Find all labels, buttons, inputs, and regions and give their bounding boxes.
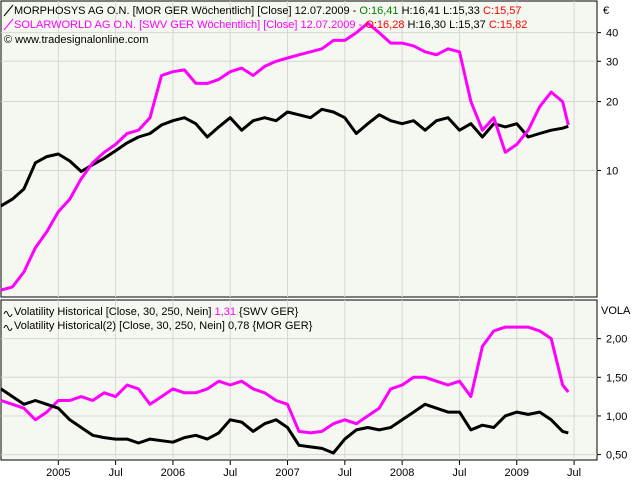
legend-vola-swv-suffix: {SWV GER} bbox=[236, 306, 299, 318]
x-tick-label: Jul bbox=[567, 467, 581, 479]
volatility-y-tick-label: 2,00 bbox=[606, 334, 627, 346]
volatility-y-axis: 2,00 1,50 1,00 0,50 bbox=[597, 334, 627, 462]
line-icon bbox=[3, 18, 14, 31]
legend-solarworld-prefix: SOLARWORLD AG O.N. [SWV GER Wöchentlich]… bbox=[14, 19, 365, 31]
wave-icon bbox=[3, 325, 13, 331]
legend-solarworld: SOLARWORLD AG O.N. [SWV GER Wöchentlich]… bbox=[14, 19, 527, 31]
vola-axis-label: VOLA bbox=[601, 305, 631, 317]
x-tick-label: 2009 bbox=[505, 467, 529, 479]
legend-morphosys-prefix: MORPHOSYS AG O.N. [MOR GER Wöchentlich] … bbox=[14, 5, 359, 17]
price-y-axis: 40 30 20 10 bbox=[597, 28, 618, 177]
legend-vola-swv-value: 1,31 bbox=[215, 306, 236, 318]
price-series-line-solarworld-ag-o-n- bbox=[0, 21, 570, 292]
price-series-line-morphosys-ag-o-n- bbox=[0, 107, 569, 208]
price-y-tick-label: 40 bbox=[606, 28, 618, 40]
legend-vola-mor-suffix: {MOR GER} bbox=[249, 320, 312, 332]
time-x-axis: 2005 Jul 2006 Jul 2007 Jul 2008 Jul 2009 Jul bbox=[46, 460, 581, 479]
x-tick-label: Jul bbox=[452, 467, 466, 479]
line-icon bbox=[3, 4, 14, 17]
volatility-y-tick-label: 1,00 bbox=[606, 411, 627, 423]
x-tick-label: Jul bbox=[338, 467, 352, 479]
watermark-text: © www.tradesignalonline.com bbox=[4, 34, 148, 46]
legend-morphosys-mid: H:16,41 L:15,33 bbox=[399, 5, 483, 17]
wave-icon bbox=[3, 311, 13, 317]
x-tick-label: 2007 bbox=[275, 467, 299, 479]
legend-solarworld-close: C:15,82 bbox=[489, 19, 528, 31]
x-tick-label: Jul bbox=[223, 467, 237, 479]
legend-vola-mor-prefix: Volatility Historical(2) [Close, 30, 250… bbox=[14, 320, 228, 332]
price-legend: MORPHOSYS AG O.N. [MOR GER Wöchentlich] … bbox=[3, 4, 527, 46]
legend-solarworld-mid: H:16,30 L:15,37 bbox=[404, 19, 488, 31]
volatility-gridlines bbox=[1, 300, 597, 460]
legend-vola-mor: Volatility Historical(2) [Close, 30, 250… bbox=[14, 320, 313, 332]
legend-morphosys-open: O:16,41 bbox=[359, 5, 398, 17]
legend-solarworld-open: O:16,28 bbox=[365, 19, 404, 31]
legend-vola-swv: Volatility Historical [Close, 30, 250, N… bbox=[14, 306, 299, 318]
x-tick-label: 2005 bbox=[46, 467, 70, 479]
x-tick-label: Jul bbox=[109, 467, 123, 479]
volatility-series-line-volatility-historical-2- bbox=[0, 387, 569, 455]
volatility-legend: Volatility Historical [Close, 30, 250, N… bbox=[3, 306, 313, 332]
price-y-tick-label: 20 bbox=[606, 97, 618, 109]
price-y-tick-label: 30 bbox=[606, 56, 618, 68]
volatility-y-tick-label: 1,50 bbox=[606, 372, 627, 384]
price-y-tick-label: 10 bbox=[606, 165, 618, 177]
volatility-series-group bbox=[0, 325, 570, 455]
currency-label: € bbox=[603, 5, 609, 17]
volatility-panel bbox=[0, 299, 598, 461]
legend-morphosys: MORPHOSYS AG O.N. [MOR GER Wöchentlich] … bbox=[14, 5, 521, 17]
legend-morphosys-close: C:15,57 bbox=[483, 5, 522, 17]
price-gridlines bbox=[1, 1, 597, 297]
volatility-y-tick-label: 0,50 bbox=[606, 450, 627, 462]
price-panel bbox=[0, 0, 598, 298]
volatility-series-line-volatility-historical bbox=[0, 325, 570, 435]
x-tick-label: 2006 bbox=[161, 467, 185, 479]
legend-vola-swv-prefix: Volatility Historical [Close, 30, 250, N… bbox=[14, 306, 215, 318]
legend-vola-mor-value: 0,78 bbox=[228, 320, 249, 332]
x-tick-label: 2008 bbox=[390, 467, 414, 479]
price-series-group bbox=[0, 21, 570, 292]
